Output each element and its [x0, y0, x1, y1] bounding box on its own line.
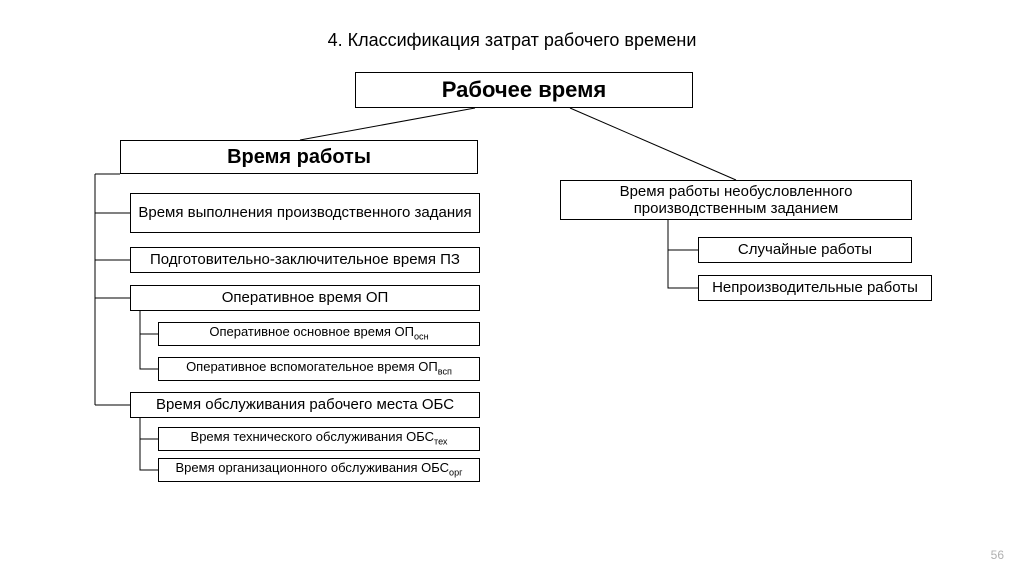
node-op: Оперативное время ОП	[130, 285, 480, 311]
node-work: Время работы	[120, 140, 478, 174]
node-label: Время технического обслуживания ОБСтех	[191, 430, 448, 447]
node-label: Подготовительно-заключительное время ПЗ	[150, 251, 460, 268]
node-prod: Время выполнения производственного задан…	[130, 193, 480, 233]
node-obs1: Время технического обслуживания ОБСтех	[158, 427, 480, 451]
node-label: Случайные работы	[738, 241, 872, 258]
node-label: Время организационного обслуживания ОБСо…	[176, 461, 463, 478]
node-subscript: осн	[414, 332, 429, 342]
node-subscript: всп	[438, 367, 452, 377]
node-label: Время работы	[227, 146, 371, 169]
node-label: Рабочее время	[442, 77, 606, 102]
node-op1: Оперативное основное время ОПосн	[158, 322, 480, 346]
node-rand: Случайные работы	[698, 237, 912, 263]
node-label: Время работы необусловленного производст…	[567, 183, 905, 218]
node-label: Время выполнения производственного задан…	[138, 204, 471, 221]
page-number: 56	[991, 548, 1004, 562]
node-subscript: орг	[449, 468, 462, 478]
page-title: 4. Классификация затрат рабочего времени	[0, 30, 1024, 51]
node-pz: Подготовительно-заключительное время ПЗ	[130, 247, 480, 273]
node-label: Оперативное вспомогательное время ОПвсп	[186, 360, 452, 377]
node-op2: Оперативное вспомогательное время ОПвсп	[158, 357, 480, 381]
node-label: Оперативное время ОП	[222, 289, 389, 306]
node-label: Непроизводительные работы	[712, 279, 918, 296]
node-root: Рабочее время	[355, 72, 693, 108]
node-nonprod: Время работы необусловленного производст…	[560, 180, 912, 220]
node-obs: Время обслуживания рабочего места ОБС	[130, 392, 480, 418]
node-unprod: Непроизводительные работы	[698, 275, 932, 301]
node-label: Оперативное основное время ОПосн	[209, 325, 428, 342]
node-label: Время обслуживания рабочего места ОБС	[156, 396, 454, 413]
node-obs2: Время организационного обслуживания ОБСо…	[158, 458, 480, 482]
node-subscript: тех	[434, 437, 447, 447]
